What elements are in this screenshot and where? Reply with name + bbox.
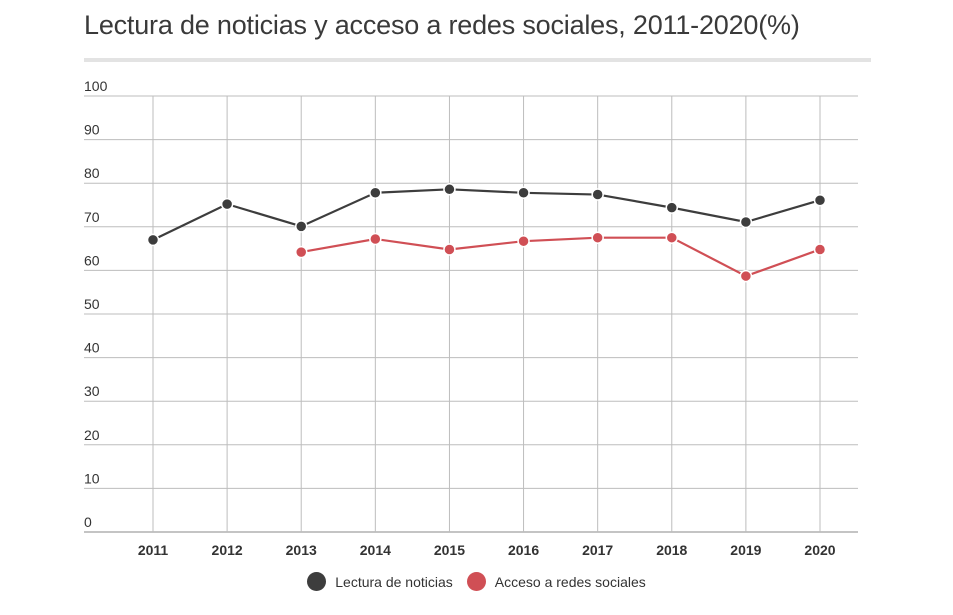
y-tick-label: 80: [84, 165, 100, 181]
legend: Lectura de noticias Acceso a redes social…: [0, 572, 953, 594]
legend-swatch: [307, 572, 327, 591]
y-tick-label: 40: [84, 340, 100, 356]
y-tick-label: 30: [84, 383, 100, 399]
y-tick-label: 10: [84, 470, 100, 486]
data-point-series-1[interactable]: [813, 243, 827, 256]
y-tick-label: 20: [84, 427, 100, 443]
y-tick-label: 90: [84, 122, 100, 138]
data-point-series-1[interactable]: [517, 234, 530, 248]
data-point-series-1[interactable]: [739, 269, 753, 283]
y-tick-label: 70: [84, 209, 100, 225]
data-point-series-0[interactable]: [591, 188, 604, 201]
data-point-series-1[interactable]: [369, 232, 382, 246]
grid: [84, 95, 858, 533]
data-point-series-0[interactable]: [369, 186, 382, 200]
x-tick-label: 2016: [508, 542, 539, 558]
legend-item[interactable]: Acceso a redes sociales: [466, 572, 646, 591]
data-point-series-1[interactable]: [443, 243, 456, 256]
x-tick-label: 2017: [582, 542, 613, 558]
y-tick-label: 0: [84, 514, 92, 530]
legend-item[interactable]: Lectura de noticias: [307, 572, 453, 591]
x-tick-label: 2019: [730, 542, 761, 558]
data-point-series-1[interactable]: [591, 231, 604, 244]
data-point-series-1[interactable]: [294, 245, 308, 259]
x-tick-label: 2014: [360, 542, 391, 558]
data-point-series-0[interactable]: [739, 215, 753, 229]
data-point-series-0[interactable]: [813, 193, 827, 207]
x-axis: 2011 2012 2013 2014 2015 2016 2017 2018 2019 2020: [138, 542, 836, 558]
legend-swatch: [466, 572, 486, 591]
y-tick-label: 60: [84, 252, 100, 268]
chart-title: Lectura de noticias y acceso a redes soc…: [84, 10, 800, 40]
series-line-0: [152, 188, 821, 241]
data-point-series-0[interactable]: [294, 220, 308, 233]
x-tick-label: 2018: [656, 542, 687, 558]
data-point-series-0[interactable]: [443, 183, 456, 196]
legend-label: Acceso a redes sociales: [494, 573, 646, 590]
y-tick-label: 100: [84, 78, 108, 94]
series-points: [146, 183, 827, 283]
legend-label: Lectura de noticias: [335, 573, 453, 590]
x-tick-label: 2013: [286, 542, 317, 558]
series-line-1: [301, 236, 821, 278]
data-point-series-0[interactable]: [665, 201, 679, 214]
x-tick-label: 2015: [434, 542, 465, 558]
x-tick-label: 2020: [804, 542, 835, 558]
data-point-series-0[interactable]: [517, 186, 530, 200]
y-axis: 0 10 20 30 40 50 60 70 80 90 100: [84, 78, 108, 530]
series-lines: [152, 188, 821, 278]
data-point-series-1[interactable]: [665, 231, 679, 244]
y-tick-label: 50: [84, 296, 100, 312]
title-divider: [84, 58, 871, 62]
data-point-series-0[interactable]: [146, 233, 160, 247]
data-point-series-0[interactable]: [220, 197, 234, 211]
x-tick-label: 2011: [138, 542, 169, 558]
x-tick-label: 2012: [212, 542, 243, 558]
